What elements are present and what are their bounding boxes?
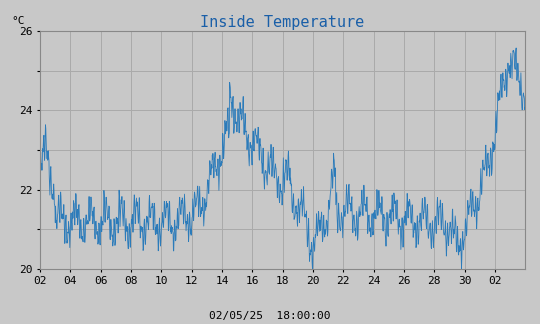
Text: °C: °C xyxy=(11,17,24,27)
Title: Inside Temperature: Inside Temperature xyxy=(200,15,364,30)
Text: 02/05/25  18:00:00: 02/05/25 18:00:00 xyxy=(210,311,330,321)
